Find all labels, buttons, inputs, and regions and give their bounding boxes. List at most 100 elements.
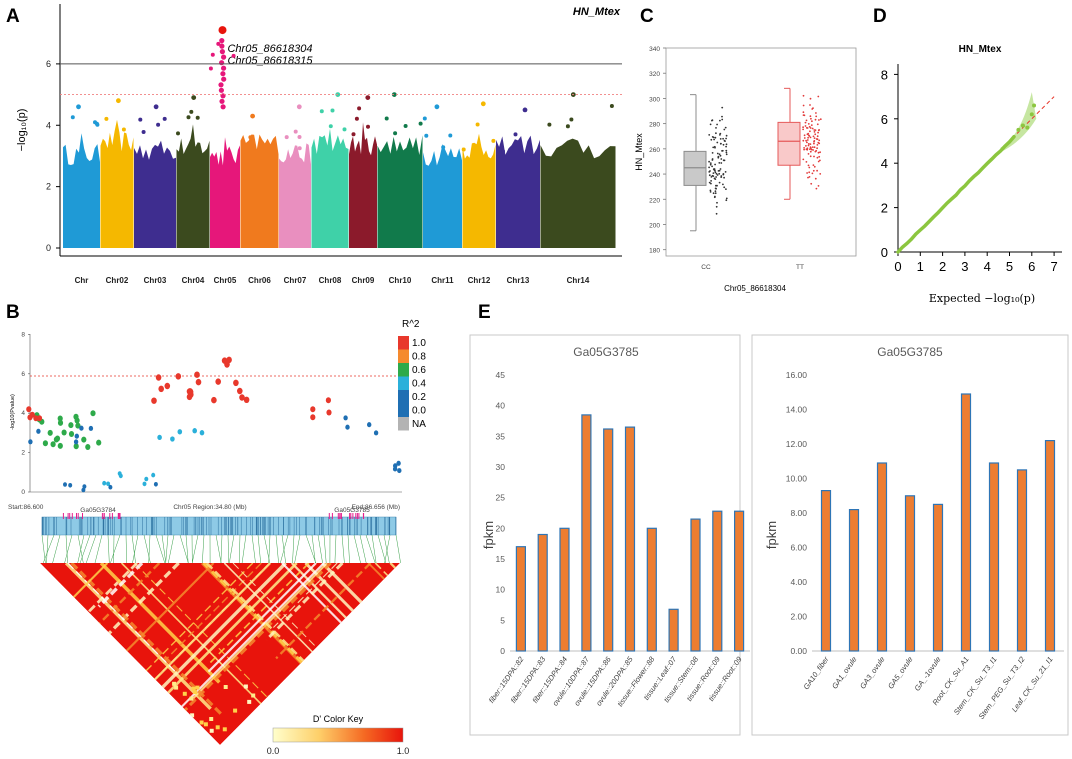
boxplot-point (713, 138, 715, 141)
regional-snp-point (28, 439, 33, 445)
manhattan-point (474, 147, 478, 152)
boxplot-point (807, 176, 809, 179)
boxplot-point (708, 174, 711, 177)
boxplot-point (803, 147, 805, 149)
boxplot-point (719, 119, 721, 122)
chromosome-chr07 (279, 104, 311, 248)
ld-streak (232, 563, 355, 687)
boxplot-point (804, 121, 807, 124)
regional-snp-point (144, 476, 149, 482)
expr-bar (876, 462, 888, 652)
regional-snp-point (29, 411, 35, 418)
qq-point (1016, 127, 1021, 132)
qq-x-tick-label: 6 (1028, 259, 1035, 274)
ld-connector (179, 534, 189, 564)
ld-connector (317, 534, 323, 564)
boxplot-point (805, 119, 808, 122)
boxplot-point (709, 163, 712, 166)
ld-streak (67, 563, 177, 673)
boxplot-point (818, 139, 821, 142)
boxplot-point (805, 161, 808, 163)
ld-cell (247, 699, 252, 704)
regional-snp-point (373, 430, 379, 436)
boxplot-point (802, 139, 805, 142)
boxplot-y-tick-label: 340 (649, 46, 660, 53)
ld-connector (383, 534, 390, 564)
boxplot-point (805, 127, 808, 129)
ld-connector (323, 534, 327, 564)
regional-snp-point (47, 429, 53, 436)
manhattan-point (284, 135, 289, 140)
boxplot-point (818, 155, 821, 158)
regional-snp-point (239, 394, 245, 401)
boxplot-point (808, 125, 811, 128)
ld-cell (223, 685, 228, 689)
boxplot-point (721, 118, 724, 121)
ld-connector (365, 534, 376, 564)
regional-snp-point (221, 357, 228, 364)
boxplot-point (715, 184, 717, 187)
boxplot-point (809, 104, 811, 106)
boxplot-point (710, 182, 712, 185)
boxplot-y-tick-label: 200 (649, 222, 660, 229)
regional-snp-point (79, 425, 84, 431)
regional-snp-point (367, 422, 372, 428)
ld-connector (238, 534, 241, 564)
ld-streak (47, 563, 161, 676)
chromosome-label: Chr (75, 276, 89, 285)
regional-snp-point (106, 481, 111, 487)
manhattan-point (342, 127, 347, 132)
manhattan-point (297, 146, 302, 151)
regional-snp-point (142, 481, 147, 487)
ld-cell (215, 725, 220, 730)
expr-chart-1-y-label: fpkm (481, 521, 496, 549)
ld-connector (292, 534, 295, 564)
manhattan-y-tick-label: 4 (46, 120, 51, 130)
regional-snp-point (63, 482, 67, 487)
regional-snp-point (102, 480, 107, 486)
manhattan-y-tick-label: 0 (46, 243, 51, 253)
boxplot-point (714, 178, 717, 181)
ld-cell (233, 708, 238, 713)
manhattan-point (219, 98, 225, 104)
regional-snp-point (108, 484, 113, 490)
qq-point (1032, 103, 1037, 108)
boxplot-point (808, 176, 811, 178)
manhattan-point (219, 60, 225, 66)
ld-connector (294, 534, 301, 564)
chromosome-label: Chr06 (248, 276, 271, 285)
boxplot-point (716, 174, 719, 176)
manhattan-point (241, 143, 246, 148)
ld-cell (199, 720, 204, 725)
boxplot-point (809, 155, 812, 158)
qq-x-tick-label: 4 (984, 259, 991, 274)
ld-connector (257, 534, 261, 564)
chromosome-chr04 (176, 95, 210, 248)
chromosome-chr06 (240, 113, 279, 248)
expr-y-tick-label: 8.00 (790, 508, 807, 518)
r2-legend-title: R^2 (402, 319, 420, 330)
ld-connector (65, 534, 68, 564)
ld-cell (189, 696, 194, 701)
regional-y-tick-label: 0 (21, 489, 25, 496)
manhattan-y-label: −log₁₀(p) (16, 109, 28, 152)
boxplot-point (805, 139, 807, 142)
boxplot-point (709, 162, 712, 165)
expr-bar (1044, 440, 1056, 652)
manhattan-column-chr04 (176, 124, 210, 248)
ld-streak (164, 563, 262, 661)
boxplot-point (710, 176, 713, 178)
boxplot-point (810, 148, 813, 151)
manhattan-point (156, 122, 161, 127)
regional-y-tick-label: 6 (21, 371, 25, 378)
ld-cell (193, 690, 198, 695)
color-key-min: 0.0 (267, 746, 280, 756)
boxplot-point (819, 159, 821, 162)
boxplot-point (810, 182, 813, 185)
chromosome-label: Chr12 (468, 276, 491, 285)
boxplot-point (813, 155, 815, 158)
qq-x-tick-label: 3 (961, 259, 968, 274)
regional-snp-point (310, 406, 316, 413)
ld-cell (243, 684, 248, 689)
boxplot-point (816, 123, 819, 126)
